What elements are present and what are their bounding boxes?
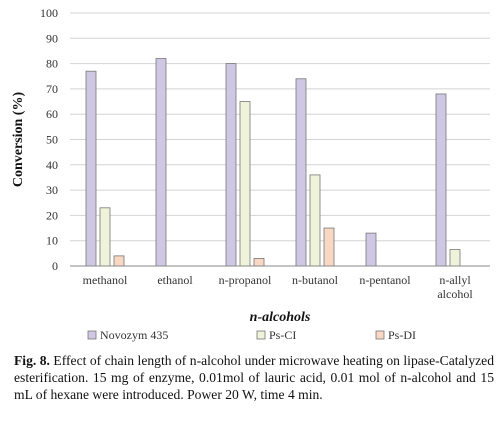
y-tick-label: 10 (46, 234, 58, 248)
x-tick-label: n-butanol (292, 273, 339, 287)
caption-text: Effect of chain length of n-alcohol unde… (14, 353, 494, 402)
bar-novozym-435 (225, 63, 237, 267)
y-axis-title: Conversion (%) (11, 92, 26, 188)
bar-novozym-435 (155, 58, 167, 267)
y-tick-label: 80 (46, 57, 58, 71)
x-tick-label: n-propanol (219, 273, 272, 287)
gridlines (70, 12, 490, 242)
x-tick-label: n-allyl (439, 273, 471, 287)
x-tick-label: methanol (83, 273, 128, 287)
legend-label: Ps-DI (388, 328, 416, 342)
y-tick-label: 30 (46, 183, 58, 197)
bar-ps-ci (99, 207, 111, 267)
figure-caption: Fig. 8. Effect of chain length of n-alco… (14, 352, 494, 403)
legend-label: Novozym 435 (100, 328, 168, 342)
y-tick-label: 0 (52, 259, 58, 273)
legend: Novozym 435 Ps-CI Ps-DI (87, 328, 416, 342)
bar-ps-di (113, 255, 125, 267)
bar-novozym-435 (295, 78, 307, 267)
bar-ps-di (253, 258, 265, 267)
x-axis-title: n-alcohols (250, 310, 311, 325)
bar-ps-ci (309, 174, 321, 267)
bar-ps-ci (449, 249, 461, 267)
bar-novozym-435 (85, 70, 97, 267)
legend-swatch (375, 330, 385, 340)
bar-novozym-435 (365, 232, 377, 267)
legend-swatch (256, 330, 266, 340)
legend-swatch (87, 330, 97, 340)
x-tick-label: alcohol (437, 287, 473, 301)
bars (85, 58, 461, 267)
x-tick-label: n-pentanol (359, 273, 411, 287)
bar-novozym-435 (435, 93, 447, 267)
y-tick-label: 100 (40, 6, 58, 20)
bar-ps-di (323, 227, 335, 267)
y-tick-label: 70 (46, 82, 58, 96)
caption-label: Fig. 8. (14, 353, 50, 368)
y-axis-ticks: 0 10 20 30 40 50 60 70 80 90 100 (40, 6, 58, 273)
chart: 0 10 20 30 40 50 60 70 80 90 100 methanol ethanol n-… (11, 6, 490, 342)
y-tick-label: 20 (46, 208, 58, 222)
legend-label: Ps-CI (269, 328, 296, 342)
bar-ps-ci (239, 101, 251, 267)
x-tick-label: ethanol (157, 273, 193, 287)
y-tick-label: 60 (46, 107, 58, 121)
y-tick-label: 90 (46, 31, 58, 45)
x-axis-ticks: methanol ethanol n-propanol n-butanol n-pent… (83, 273, 474, 301)
y-tick-label: 50 (46, 133, 58, 147)
y-tick-label: 40 (46, 158, 58, 172)
